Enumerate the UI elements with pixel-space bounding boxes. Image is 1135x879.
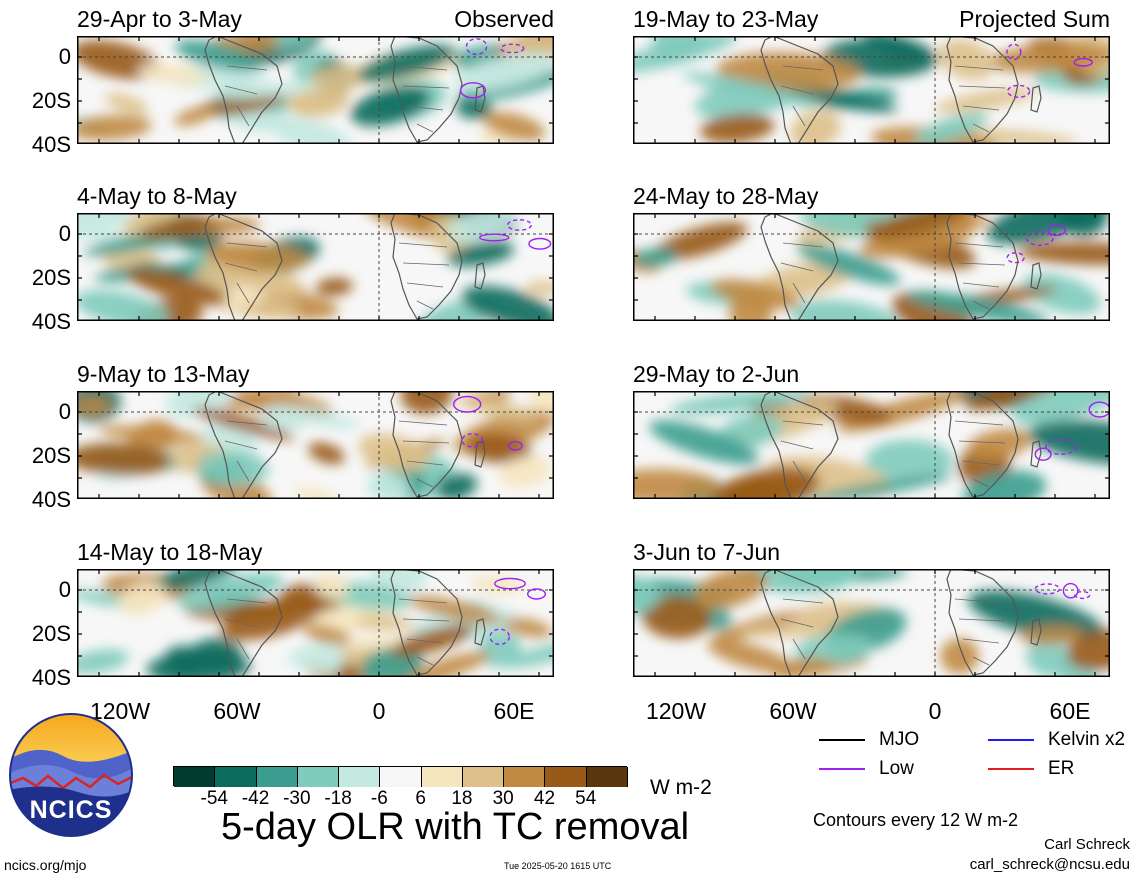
y-tick-label: 0	[58, 399, 71, 424]
panel-map	[77, 213, 554, 321]
x-tick-label: 60W	[213, 698, 261, 724]
legend-label: MJO	[879, 729, 920, 750]
panel-map	[77, 569, 554, 677]
legend-line	[988, 739, 1034, 741]
ncics-logo-icon	[9, 713, 133, 837]
colorbar-tick-label: -6	[370, 788, 388, 809]
panel-map	[633, 213, 1110, 321]
y-tick-label: 40S	[31, 132, 71, 157]
panel-title: 19-May to 23-May	[633, 6, 819, 32]
panel-title: 4-May to 8-May	[77, 183, 237, 209]
olr-anomaly-map	[633, 213, 1110, 321]
x-tick-label: 120W	[645, 698, 707, 724]
panel-title: 3-Jun to 7-Jun	[633, 539, 781, 565]
colorbar-tick-label: -54	[200, 788, 228, 809]
colorbar-tick-label: -30	[283, 788, 311, 809]
olr-anomaly-map	[77, 569, 554, 677]
colorbar-swatch	[380, 767, 422, 787]
colorbar-swatch	[215, 767, 257, 787]
ncics-logo: NCICS	[8, 712, 134, 838]
olr-anomaly-map	[77, 391, 554, 499]
y-tick-label: 0	[58, 44, 71, 69]
y-tick-label: 40S	[31, 487, 71, 512]
y-tick-label: 0	[58, 221, 71, 246]
author-email: carl_schreck@ncsu.edu	[969, 856, 1130, 873]
logo-text: NCICS	[29, 796, 113, 824]
y-tick-label: 20S	[31, 621, 71, 646]
olr-anomaly-map	[633, 391, 1110, 499]
x-tick-label: 0	[372, 698, 386, 724]
panel-map	[633, 569, 1110, 677]
olr-anomaly-map	[633, 569, 1110, 677]
legend-label: Low	[879, 758, 914, 779]
colorbar-swatch	[462, 767, 505, 787]
legend-line	[819, 739, 865, 741]
panel-tag: Observed	[454, 6, 554, 32]
panel-title: 29-Apr to 3-May	[77, 6, 242, 32]
olr-anomaly-map	[633, 36, 1110, 144]
y-tick-label: 40S	[31, 309, 71, 334]
colorbar-units: W m-2	[650, 776, 712, 799]
colorbar-swatch	[504, 767, 546, 787]
y-tick-label: 20S	[31, 265, 71, 290]
colorbar-swatch	[339, 767, 381, 787]
contour-note: Contours every 12 W m-2	[813, 810, 1019, 830]
legend-line	[988, 768, 1034, 770]
y-tick-label: 20S	[31, 443, 71, 468]
legend-line	[819, 768, 865, 770]
colorbar-tick-label: 18	[451, 788, 473, 809]
colorbar-swatch	[545, 767, 587, 787]
legend-label: ER	[1048, 758, 1075, 779]
panel-title: 24-May to 28-May	[633, 183, 819, 209]
colorbar-tick-label: 30	[492, 788, 514, 809]
x-tick-label: 60E	[493, 698, 535, 724]
author-name: Carl Schreck	[1044, 836, 1130, 853]
colorbar-tick-label: 42	[533, 788, 556, 809]
colorbar-tick-label: -18	[324, 788, 352, 809]
panel-title: 29-May to 2-Jun	[633, 361, 800, 387]
panel-map	[77, 36, 554, 144]
colorbar-tick-label: 6	[415, 788, 426, 809]
colorbar-swatch	[174, 767, 216, 787]
x-tick-label: 60W	[769, 698, 817, 724]
y-tick-label: 40S	[31, 665, 71, 690]
x-tick-label: 0	[928, 698, 942, 724]
panel-map	[633, 36, 1110, 144]
colorbar-tick-label: 54	[575, 788, 597, 809]
website-link[interactable]: ncics.org/mjo	[4, 857, 87, 873]
colorbar-swatch	[297, 767, 340, 787]
timestamp: Tue 2025-05-20 1615 UTC	[504, 861, 612, 871]
y-tick-label: 20S	[31, 88, 71, 113]
panel-title: 14-May to 18-May	[77, 539, 263, 565]
olr-anomaly-map	[77, 36, 554, 144]
colorbar	[173, 766, 628, 787]
colorbar-swatch	[421, 767, 463, 787]
legend-label: Kelvin x2	[1048, 729, 1126, 750]
x-tick-label: 60E	[1049, 698, 1091, 724]
colorbar-tick-label: -42	[241, 788, 270, 809]
main-title: 5-day OLR with TC removal	[220, 806, 690, 848]
x-tick-label: 120W	[89, 698, 151, 724]
colorbar-swatch	[256, 767, 298, 787]
panel-title: 9-May to 13-May	[77, 361, 250, 387]
colorbar-swatch	[586, 767, 628, 787]
olr-anomaly-map	[77, 213, 554, 321]
y-tick-label: 0	[58, 577, 71, 602]
panel-map	[77, 391, 554, 499]
panel-tag: Projected Sum	[959, 6, 1110, 32]
panel-map	[633, 391, 1110, 499]
